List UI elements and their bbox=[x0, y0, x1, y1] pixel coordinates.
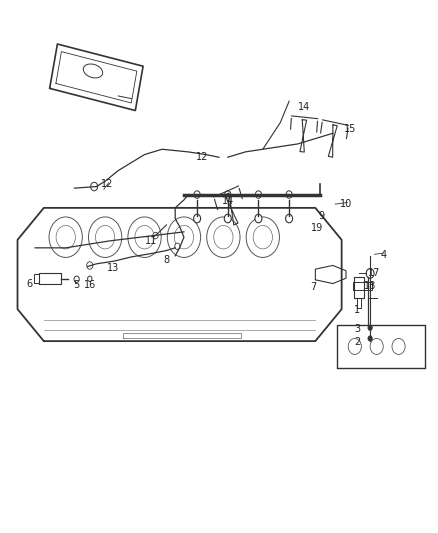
Text: 4: 4 bbox=[380, 250, 386, 260]
Circle shape bbox=[286, 214, 293, 223]
Text: 2: 2 bbox=[354, 337, 360, 347]
Circle shape bbox=[91, 182, 98, 191]
Circle shape bbox=[286, 191, 292, 198]
Text: 18: 18 bbox=[364, 281, 376, 291]
Circle shape bbox=[88, 276, 92, 281]
Text: 6: 6 bbox=[27, 279, 33, 288]
Circle shape bbox=[194, 191, 200, 198]
Text: 14: 14 bbox=[298, 102, 311, 111]
Circle shape bbox=[368, 336, 372, 341]
Text: 13: 13 bbox=[107, 263, 119, 272]
Circle shape bbox=[87, 262, 93, 269]
Text: 10: 10 bbox=[340, 199, 352, 208]
Circle shape bbox=[74, 276, 79, 282]
Text: 14: 14 bbox=[222, 196, 234, 206]
Text: 3: 3 bbox=[354, 324, 360, 334]
Text: 1: 1 bbox=[354, 305, 360, 314]
Text: 17: 17 bbox=[368, 269, 381, 278]
Text: 8: 8 bbox=[163, 255, 170, 265]
Circle shape bbox=[175, 243, 180, 249]
Text: 11: 11 bbox=[145, 236, 157, 246]
Text: 9: 9 bbox=[319, 211, 325, 221]
Text: 16: 16 bbox=[84, 280, 96, 290]
Circle shape bbox=[368, 325, 372, 330]
Text: 12: 12 bbox=[196, 152, 208, 162]
Text: 19: 19 bbox=[311, 223, 323, 233]
Circle shape bbox=[194, 214, 201, 223]
Circle shape bbox=[255, 191, 261, 198]
Text: 7: 7 bbox=[310, 282, 316, 292]
Text: 12: 12 bbox=[101, 179, 113, 189]
Text: 5: 5 bbox=[74, 280, 80, 290]
Circle shape bbox=[153, 232, 158, 239]
Circle shape bbox=[255, 214, 262, 223]
Circle shape bbox=[225, 191, 231, 198]
Text: 15: 15 bbox=[344, 124, 357, 134]
Circle shape bbox=[224, 214, 231, 223]
